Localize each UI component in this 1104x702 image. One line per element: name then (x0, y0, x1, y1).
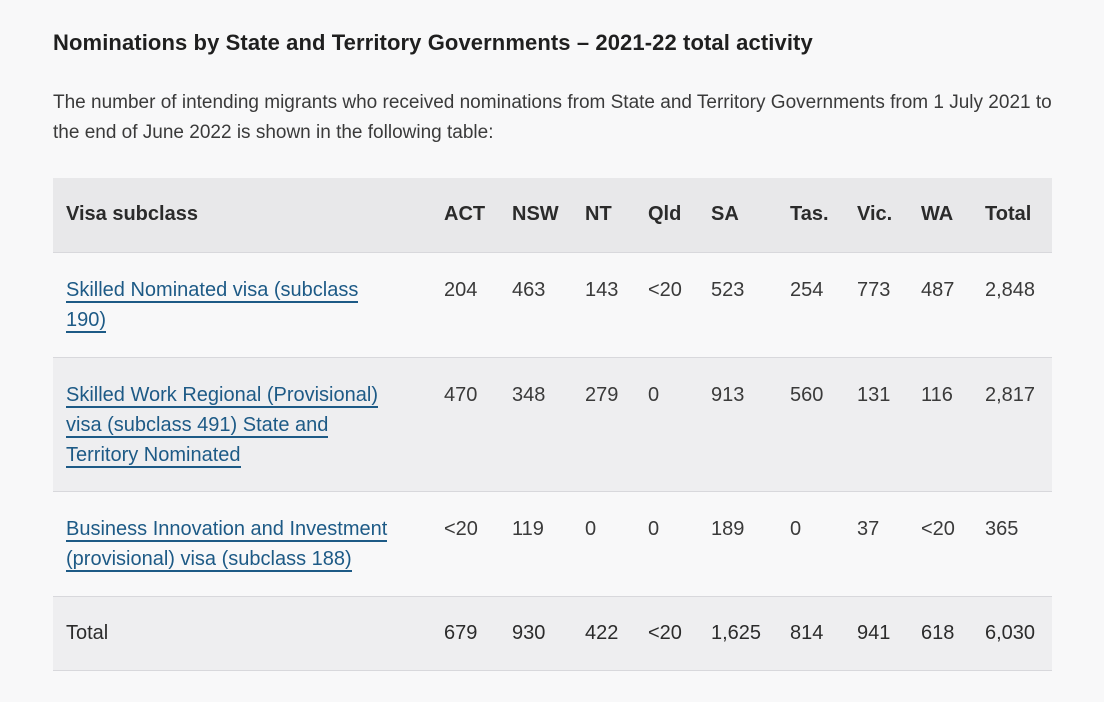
cell-vic: 37 (857, 517, 880, 540)
header-tas: Tas. (790, 203, 829, 226)
cell-sa: 913 (711, 383, 745, 406)
total-qld: <20 (648, 622, 682, 644)
table-row: Skilled Work Regional (Provisional) visa… (53, 357, 1052, 491)
cell-total: 2,848 (985, 278, 1036, 301)
cell-nt: 279 (585, 383, 619, 406)
cell-sa: 523 (711, 278, 745, 301)
cell-total: 365 (985, 517, 1019, 540)
total-nt: 422 (585, 622, 619, 644)
table-total-row: Total 679 930 422 <20 1,625 814 941 618 … (53, 596, 1052, 670)
header-vic: Vic. (857, 203, 893, 226)
header-nt: NT (585, 203, 612, 226)
cell-qld: <20 (648, 278, 682, 301)
cell-vic: 131 (857, 383, 891, 406)
total-tas: 814 (790, 622, 824, 644)
cell-nsw: 119 (512, 517, 544, 540)
table-row: Business Innovation and Investment (prov… (53, 491, 1052, 596)
visa-link-subclass-190[interactable]: Skilled Nominated visa (subclass 190) (66, 278, 359, 333)
section-heading: Nominations by State and Territory Gover… (53, 30, 813, 55)
header-qld: Qld (648, 203, 682, 226)
cell-tas: 0 (790, 517, 802, 540)
visa-link-subclass-491[interactable]: Skilled Work Regional (Provisional) visa… (66, 383, 378, 468)
cell-act: <20 (444, 517, 478, 540)
visa-cell: Business Innovation and Investment (prov… (53, 491, 431, 596)
nominations-table: Visa subclass ACT NSW NT Qld SA Tas. Vic… (53, 178, 1052, 671)
header-sa: SA (711, 203, 739, 226)
visa-cell: Skilled Nominated visa (subclass 190) (53, 252, 431, 357)
visa-link-subclass-188[interactable]: Business Innovation and Investment (prov… (66, 517, 388, 572)
cell-nsw: 463 (512, 278, 546, 301)
table-row: Skilled Nominated visa (subclass 190) 20… (53, 252, 1052, 357)
header-total: Total (985, 203, 1032, 226)
header-nsw: NSW (512, 203, 559, 226)
total-wa: 618 (921, 622, 955, 644)
cell-qld: 0 (648, 517, 660, 540)
total-act: 679 (444, 622, 478, 644)
cell-total: 2,817 (985, 383, 1036, 406)
total-sa: 1,625 (711, 622, 762, 644)
cell-wa: 116 (921, 383, 953, 406)
total-label: Total (66, 622, 109, 644)
table-header-row: Visa subclass ACT NSW NT Qld SA Tas. Vic… (53, 178, 1052, 252)
cell-tas: 254 (790, 278, 824, 301)
visa-cell: Skilled Work Regional (Provisional) visa… (53, 357, 431, 491)
intro-paragraph: The number of intending migrants who rec… (53, 92, 1052, 143)
cell-vic: 773 (857, 278, 891, 301)
total-total: 6,030 (985, 622, 1036, 644)
header-wa: WA (921, 203, 954, 226)
header-act: ACT (444, 203, 486, 226)
cell-wa: 487 (921, 278, 955, 301)
cell-tas: 560 (790, 383, 824, 406)
total-vic: 941 (857, 622, 891, 644)
cell-qld: 0 (648, 383, 660, 406)
cell-nsw: 348 (512, 383, 546, 406)
header-visa-subclass: Visa subclass (66, 203, 198, 226)
cell-sa: 189 (711, 517, 745, 540)
cell-wa: <20 (921, 517, 955, 540)
cell-nt: 0 (585, 517, 597, 540)
cell-act: 470 (444, 383, 478, 406)
total-nsw: 930 (512, 622, 546, 644)
cell-nt: 143 (585, 278, 619, 301)
cell-act: 204 (444, 278, 478, 301)
